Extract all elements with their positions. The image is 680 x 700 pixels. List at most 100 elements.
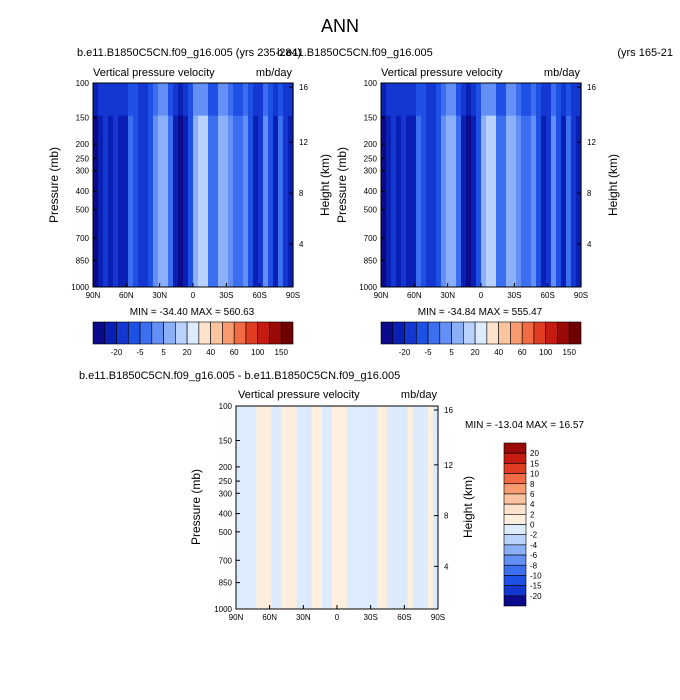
heatmap-cell	[541, 83, 547, 116]
heatmap-cell	[471, 83, 477, 116]
heatmap-cell	[261, 406, 267, 439]
heatmap-cell	[551, 83, 557, 116]
x-tick-label: 0	[479, 291, 484, 300]
heatmap-cell	[511, 83, 517, 116]
heatmap-cell	[93, 83, 99, 116]
colorbar-swatch	[257, 321, 270, 345]
y-tick-label: 250	[219, 477, 233, 486]
panel-2-colorbar: -20 -5 5 20 40 60 100 150	[380, 321, 582, 357]
colorbar-swatch	[116, 321, 129, 345]
heatmap-cell	[407, 406, 414, 609]
colorbar-swatch	[163, 321, 176, 345]
heatmap-cell	[337, 406, 343, 609]
heatmap-cell	[168, 83, 174, 116]
heatmap-cell	[422, 406, 429, 439]
heatmap-cell	[281, 406, 288, 609]
heatmap-cell	[496, 83, 502, 116]
heatmap-cell	[233, 83, 239, 287]
heatmap-cell	[113, 83, 119, 116]
y-tick-label: 500	[76, 205, 90, 214]
colorbar-swatch	[392, 321, 405, 345]
y-tick-label: 150	[219, 437, 233, 446]
x-tick-label: 30S	[507, 291, 521, 300]
heatmap-cell	[296, 406, 303, 439]
heatmap-cell	[367, 406, 373, 439]
colorbar-label: 40	[494, 348, 503, 357]
heatmap-cell	[516, 83, 522, 287]
colorbar-swatch	[503, 463, 527, 474]
y-tick-label-right: 8	[444, 512, 449, 521]
colorbar-swatch	[451, 321, 464, 345]
heatmap-cell	[286, 406, 293, 609]
heatmap-cell	[407, 406, 414, 439]
heatmap-cell	[236, 406, 242, 609]
heatmap-cell	[118, 83, 124, 287]
colorbar-label: 60	[230, 348, 239, 357]
heatmap-cell	[98, 83, 104, 287]
y-tick-label: 150	[364, 114, 378, 123]
heatmap-cell	[278, 83, 284, 287]
colorbar-swatch	[92, 321, 106, 345]
heatmap-cell	[367, 406, 373, 609]
heatmap-cell	[421, 83, 427, 287]
heatmap-cell	[296, 406, 303, 609]
x-tick-label: 90N	[374, 291, 389, 300]
heatmap-cell	[248, 83, 254, 116]
heatmap-cell	[391, 83, 397, 287]
colorbar-label: 5	[161, 348, 166, 357]
colorbar-swatch	[503, 503, 527, 515]
heatmap-cell	[471, 83, 477, 287]
panel-3-y-ticks-right: 16 12 8 4	[434, 406, 453, 571]
heatmap-cell	[316, 406, 323, 439]
heatmap-cell	[392, 406, 399, 439]
heatmap-cell	[377, 406, 384, 609]
y-tick-label-right: 12	[444, 461, 453, 470]
heatmap-cell	[436, 83, 442, 116]
panel-2-x-ticks: 90N 60N 30N 0 30S 60S 90S	[374, 283, 588, 300]
heatmap-cell	[238, 83, 244, 287]
heatmap-cell	[362, 406, 368, 439]
heatmap-cell	[571, 83, 577, 287]
heatmap-cell	[228, 83, 234, 287]
y-tick-label: 400	[76, 187, 90, 196]
heatmap-cell	[501, 83, 507, 116]
x-tick-label: 60S	[541, 291, 555, 300]
heatmap-cell	[357, 406, 363, 609]
panel-3-units: mb/day	[401, 389, 438, 401]
colorbar-swatch	[474, 321, 488, 345]
heatmap-cell	[426, 83, 432, 116]
colorbar-swatch	[139, 321, 153, 345]
colorbar-label: -5	[424, 348, 432, 357]
heatmap-cell	[521, 83, 527, 116]
heatmap-cell	[381, 83, 387, 287]
heatmap-cell	[251, 406, 257, 439]
y-tick-label: 850	[76, 256, 90, 265]
heatmap-cell	[108, 83, 114, 287]
colorbar-swatch	[503, 483, 527, 495]
heatmap-cell	[286, 406, 293, 439]
heatmap-cell	[576, 83, 582, 116]
heatmap-cell	[432, 406, 439, 439]
heatmap-cell	[266, 406, 272, 439]
heatmap-cell	[491, 83, 497, 287]
y-tick-label: 850	[219, 579, 233, 588]
heatmap-cell	[561, 83, 567, 116]
heatmap-cell	[256, 406, 262, 439]
colorbar-swatch	[233, 321, 247, 345]
heatmap-cell	[238, 83, 244, 116]
panel-3-title: b.e11.B1850C5CN.f09_g16.005 - b.e11.B185…	[79, 370, 400, 382]
colorbar-swatch	[210, 321, 223, 345]
colorbar-swatch	[222, 321, 235, 345]
heatmap-cell	[321, 406, 328, 439]
heatmap-cell	[427, 406, 434, 439]
heatmap-cell	[402, 406, 409, 439]
heatmap-cell	[541, 83, 547, 287]
colorbar-swatch	[503, 544, 527, 556]
y-tick-label: 200	[76, 140, 90, 149]
heatmap-cell	[546, 83, 552, 116]
heatmap-cell	[352, 406, 358, 439]
panel-3-subtitle: Vertical pressure velocity	[238, 389, 360, 401]
heatmap-cell	[203, 83, 209, 287]
panel-3-ylabel-right: Height (km)	[461, 476, 475, 538]
x-tick-label: 60N	[119, 291, 134, 300]
